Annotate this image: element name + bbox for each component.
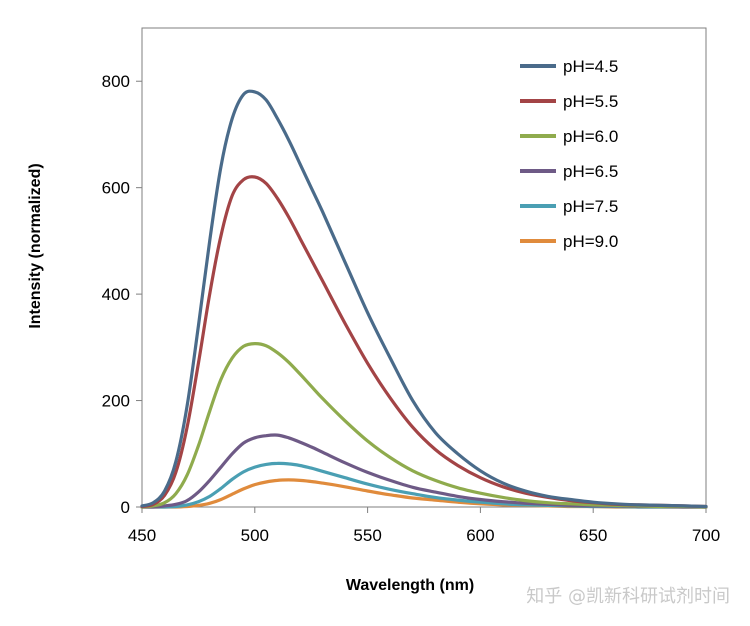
legend-label: pH=7.5 bbox=[563, 197, 618, 216]
legend-label: pH=6.5 bbox=[563, 162, 618, 181]
y-tick-label: 600 bbox=[102, 179, 130, 198]
legend: pH=4.5 pH=5.5 pH=6.0 pH=6.5 pH=7.5 pH=9.0 bbox=[520, 57, 618, 251]
x-axis: 450 500 550 600 650 700 bbox=[128, 507, 720, 545]
x-tick-label: 650 bbox=[579, 526, 607, 545]
x-tick-label: 500 bbox=[241, 526, 269, 545]
legend-label: pH=6.0 bbox=[563, 127, 618, 146]
watermark-text: 知乎 @凯新科研试剂时间 bbox=[526, 586, 730, 607]
y-axis-title: Intensity (normalized) bbox=[27, 163, 44, 328]
y-tick-label: 400 bbox=[102, 285, 130, 304]
legend-label: pH=5.5 bbox=[563, 92, 618, 111]
y-tick-label: 0 bbox=[121, 498, 130, 517]
series-lines bbox=[140, 89, 708, 509]
plot-area bbox=[141, 27, 707, 508]
x-tick-label: 600 bbox=[466, 526, 494, 545]
x-tick-label: 700 bbox=[692, 526, 720, 545]
series-line-ph-6-0 bbox=[140, 341, 708, 509]
legend-label: pH=4.5 bbox=[563, 57, 618, 76]
x-tick-label: 550 bbox=[353, 526, 381, 545]
x-axis-title: Wavelength (nm) bbox=[346, 577, 474, 594]
x-tick-label: 450 bbox=[128, 526, 156, 545]
y-tick-label: 800 bbox=[102, 72, 130, 91]
y-tick-label: 200 bbox=[102, 392, 130, 411]
series-line-ph-4-5 bbox=[140, 89, 708, 509]
y-axis: 0 200 400 600 800 bbox=[102, 72, 142, 517]
legend-label: pH=9.0 bbox=[563, 232, 618, 251]
